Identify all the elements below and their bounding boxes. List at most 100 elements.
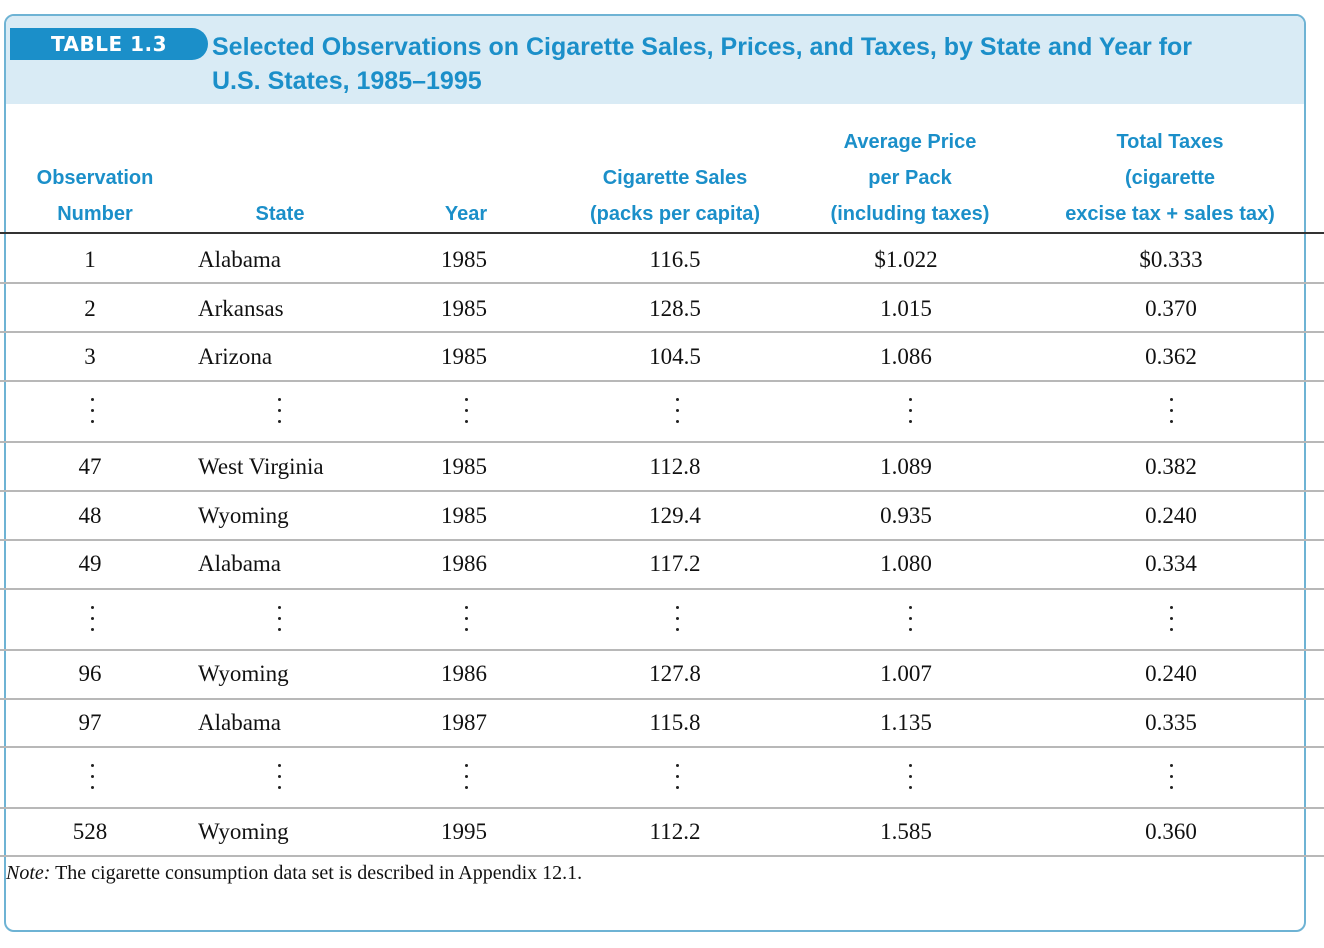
table-header-band: TABLE 1.3 Selected Observations on Cigar… (6, 16, 1304, 104)
vertical-ellipsis-icon (676, 602, 680, 636)
table-caption: Selected Observations on Cigarette Sales… (212, 30, 1272, 98)
cell-observation-number: 48 (78, 503, 102, 528)
table-label: TABLE 1.3 (10, 28, 208, 60)
caption-line-1: Selected Observations on Cigarette Sales… (212, 33, 1193, 61)
vertical-ellipsis-icon (909, 394, 913, 428)
vertical-ellipsis-icon (91, 760, 95, 794)
note-label: Note: (6, 862, 51, 884)
vertical-ellipsis-icon (465, 394, 469, 428)
cell-average-price: 1.007 (880, 661, 932, 686)
row-rule (0, 746, 1324, 748)
vertical-ellipsis-icon (1170, 760, 1174, 794)
vertical-ellipsis-icon (278, 760, 282, 794)
cell-average-price: 1.135 (880, 710, 932, 735)
cell-total-taxes: $0.333 (1139, 247, 1203, 272)
row-rule (0, 441, 1324, 443)
cell-average-price: 1.089 (880, 454, 932, 479)
cell-state: Alabama (198, 551, 282, 576)
header-state: State (255, 203, 305, 225)
vertical-ellipsis-icon (1170, 602, 1174, 636)
vertical-ellipsis-icon (278, 602, 282, 636)
cell-cigarette-sales: 117.2 (649, 551, 701, 576)
table-note: Note: The cigarette consumption data set… (6, 862, 582, 885)
cell-total-taxes: 0.360 (1145, 819, 1197, 844)
cell-year: 1985 (441, 503, 487, 528)
vertical-ellipsis-icon (278, 394, 282, 428)
cell-total-taxes: 0.240 (1145, 503, 1197, 528)
cell-observation-number: 528 (72, 819, 108, 844)
row-rule (0, 649, 1324, 651)
header-total-taxes: Total Taxes (cigarette excise tax + sale… (1065, 131, 1275, 225)
cell-average-price: 1.015 (880, 296, 932, 321)
cell-total-taxes: 0.370 (1145, 296, 1197, 321)
caption-line-2: U.S. States, 1985–1995 (212, 67, 482, 95)
cell-observation-number: 2 (84, 296, 96, 321)
cell-average-price: 0.935 (880, 503, 932, 528)
cell-state: Wyoming (198, 503, 289, 528)
vertical-ellipsis-icon (465, 760, 469, 794)
header-observation-number: Observation Number (36, 167, 154, 225)
row-rule (0, 331, 1324, 333)
cell-state: Wyoming (198, 661, 289, 686)
cell-average-price: 1.086 (880, 344, 932, 369)
cell-cigarette-sales: 112.8 (649, 454, 701, 479)
header-rule (0, 232, 1324, 234)
cell-cigarette-sales: 104.5 (649, 344, 701, 369)
row-rule (0, 282, 1324, 284)
header-year: Year (444, 203, 488, 225)
cell-total-taxes: 0.382 (1145, 454, 1197, 479)
cell-cigarette-sales: 127.8 (649, 661, 701, 686)
cell-year: 1985 (441, 247, 487, 272)
cell-observation-number: 97 (78, 710, 102, 735)
vertical-ellipsis-icon (465, 602, 469, 636)
cell-cigarette-sales: 128.5 (649, 296, 701, 321)
cell-year: 1986 (441, 661, 487, 686)
cell-observation-number: 3 (84, 344, 96, 369)
row-rule (0, 539, 1324, 541)
cell-cigarette-sales: 112.2 (649, 819, 701, 844)
note-text: The cigarette consumption data set is de… (50, 862, 583, 884)
cell-observation-number: 49 (78, 551, 102, 576)
vertical-ellipsis-icon (676, 394, 680, 428)
cell-observation-number: 96 (78, 661, 102, 686)
row-rule (0, 490, 1324, 492)
cell-average-price: $1.022 (874, 247, 938, 272)
cell-total-taxes: 0.362 (1145, 344, 1197, 369)
cell-year: 1987 (441, 710, 487, 735)
cell-state: Arizona (198, 344, 273, 369)
row-rule (0, 698, 1324, 700)
cell-total-taxes: 0.240 (1145, 661, 1197, 686)
cell-year: 1986 (441, 551, 487, 576)
cell-cigarette-sales: 129.4 (649, 503, 701, 528)
cell-cigarette-sales: 116.5 (649, 247, 701, 272)
cell-total-taxes: 0.334 (1145, 551, 1197, 576)
cell-observation-number: 47 (78, 454, 102, 479)
cell-average-price: 1.585 (880, 819, 932, 844)
cell-state: Arkansas (198, 296, 284, 321)
row-rule (0, 380, 1324, 382)
cell-state: Alabama (198, 247, 282, 272)
cell-year: 1985 (441, 454, 487, 479)
cell-cigarette-sales: 115.8 (649, 710, 701, 735)
table-frame: TABLE 1.3 Selected Observations on Cigar… (4, 14, 1306, 932)
vertical-ellipsis-icon (909, 602, 913, 636)
vertical-ellipsis-icon (91, 394, 95, 428)
header-cigarette-sales: Cigarette Sales (packs per capita) (589, 167, 761, 225)
row-rule (0, 588, 1324, 590)
cell-year: 1985 (441, 296, 487, 321)
table-bottom-rule (0, 855, 1324, 857)
cell-observation-number: 1 (84, 247, 96, 272)
cell-average-price: 1.080 (880, 551, 932, 576)
vertical-ellipsis-icon (909, 760, 913, 794)
header-average-price: Average Price per Pack (including taxes) (830, 131, 990, 225)
cell-year: 1995 (441, 819, 487, 844)
cell-total-taxes: 0.335 (1145, 710, 1197, 735)
vertical-ellipsis-icon (1170, 394, 1174, 428)
cell-year: 1985 (441, 344, 487, 369)
cell-state: Wyoming (198, 819, 289, 844)
cell-state: Alabama (198, 710, 282, 735)
vertical-ellipsis-icon (91, 602, 95, 636)
cell-state: West Virginia (198, 454, 324, 479)
vertical-ellipsis-icon (676, 760, 680, 794)
row-rule (0, 807, 1324, 809)
